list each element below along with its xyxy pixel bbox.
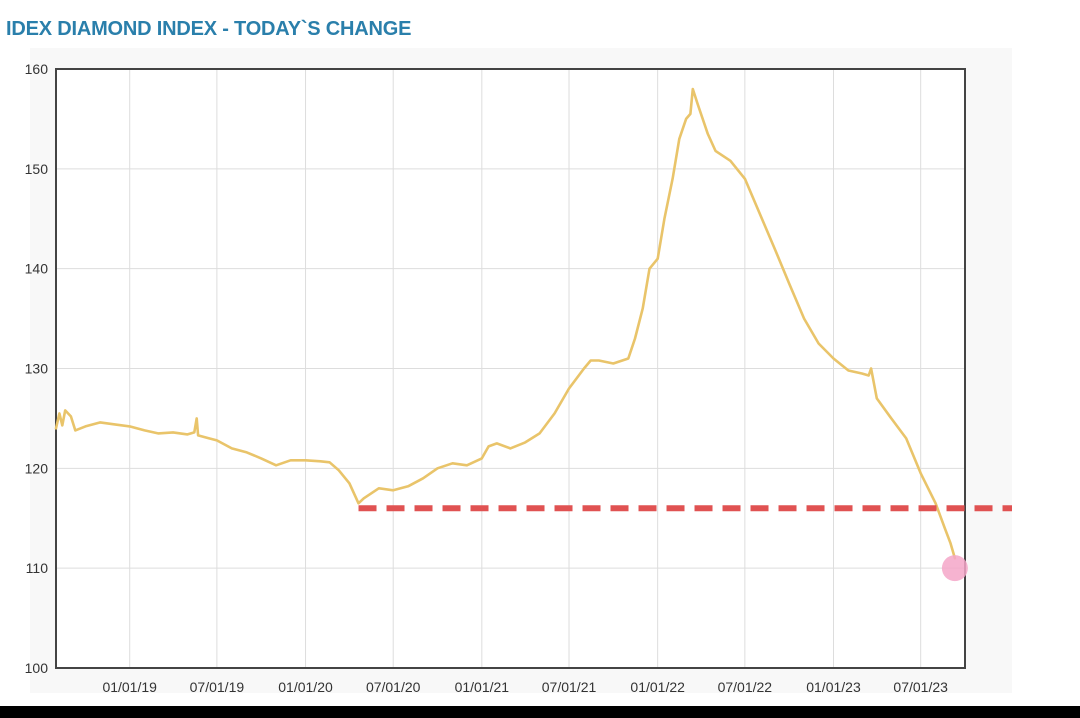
x-tick-label: 07/01/22 (718, 679, 773, 695)
x-tick-label: 07/01/20 (366, 679, 421, 695)
x-tick-label: 01/01/22 (630, 679, 685, 695)
screen-bottom-bar (0, 706, 1080, 718)
x-tick-label: 07/01/19 (190, 679, 245, 695)
current-value-marker (941, 555, 968, 582)
x-tick-label: 01/01/23 (806, 679, 861, 695)
y-tick-label: 120 (25, 460, 49, 476)
y-tick-label: 160 (25, 61, 49, 77)
index-series-line (54, 87, 957, 560)
y-tick-label: 100 (25, 660, 49, 676)
y-tick-label: 130 (25, 361, 49, 377)
y-tick-label: 140 (25, 261, 49, 277)
x-tick-label: 01/01/19 (102, 679, 157, 695)
x-tick-label: 01/01/21 (455, 679, 510, 695)
x-tick-label: 07/01/23 (893, 679, 948, 695)
plot-frame (55, 68, 966, 669)
y-tick-label: 110 (26, 560, 49, 576)
x-tick-label: 01/01/20 (278, 679, 333, 695)
y-tick-label: 150 (25, 161, 49, 177)
chart-title: IDEX DIAMOND INDEX - TODAY`S CHANGE (6, 18, 412, 40)
x-tick-label: 07/01/21 (542, 679, 597, 695)
